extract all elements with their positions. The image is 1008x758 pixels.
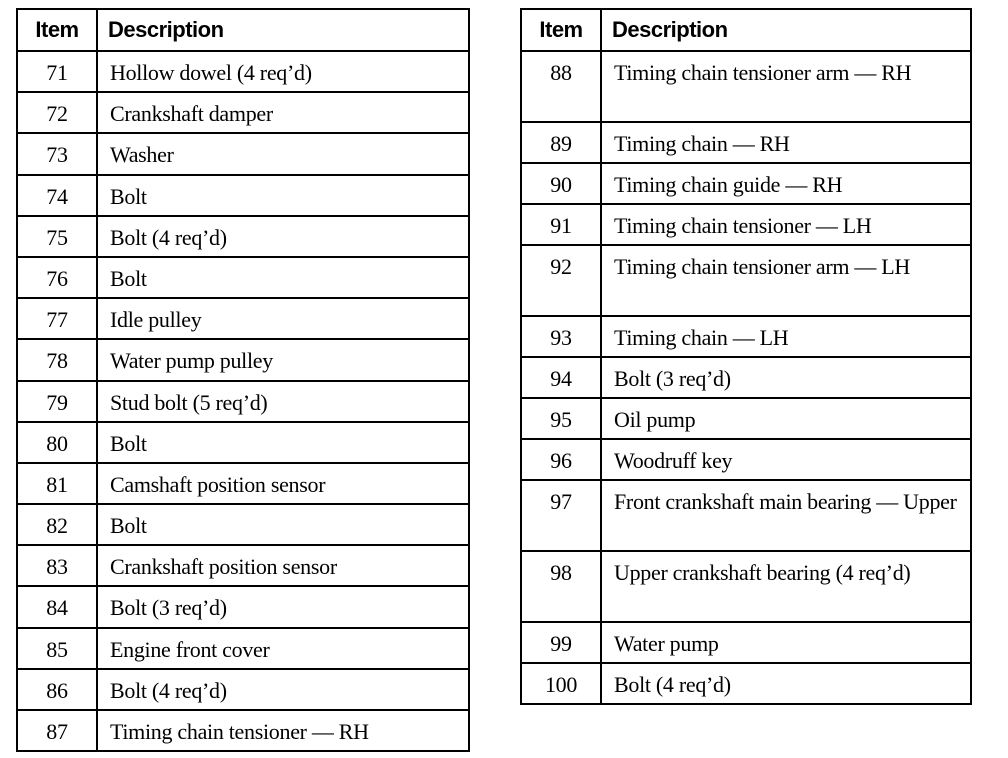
item-number: 99 (520, 621, 602, 664)
table-row: 80 Bolt (16, 420, 470, 464)
item-description: Timing chain — LH (600, 315, 972, 358)
item-number: 82 (16, 503, 98, 547)
item-number: 76 (16, 255, 98, 300)
item-description: Bolt (4 req’d) (96, 214, 470, 258)
item-number: 71 (16, 49, 98, 94)
table-row: 72 Crankshaft damper (16, 91, 470, 135)
table-row: 95 Oil pump (520, 397, 972, 440)
item-description: Bolt (96, 255, 470, 300)
item-description: Bolt (4 req’d) (600, 662, 972, 705)
table-row: 96 Woodruff key (520, 438, 972, 481)
header-item: Item (520, 8, 602, 52)
table-row: 85 Engine front cover (16, 626, 470, 670)
table-row: 97 Front crankshaft main bearing — Upper (520, 479, 972, 552)
item-number: 98 (520, 550, 602, 623)
item-number: 92 (520, 244, 602, 317)
item-number: 83 (16, 544, 98, 588)
item-number: 87 (16, 708, 98, 753)
item-number: 91 (520, 203, 602, 246)
item-number: 95 (520, 397, 602, 440)
table-row: 94 Bolt (3 req’d) (520, 356, 972, 399)
item-description: Washer (96, 132, 470, 176)
item-description: Stud bolt (5 req’d) (96, 379, 470, 423)
item-description: Water pump pulley (96, 338, 470, 382)
header-description: Description (600, 8, 972, 52)
item-description: Timing chain tensioner arm — RH (600, 50, 972, 123)
item-description: Bolt (3 req’d) (600, 356, 972, 399)
item-number: 86 (16, 667, 98, 712)
item-description: Bolt (3 req’d) (96, 585, 470, 629)
table-row: 87 Timing chain tensioner — RH (16, 708, 470, 753)
item-number: 94 (520, 356, 602, 399)
table-row: 100 Bolt (4 req’d) (520, 662, 972, 705)
item-number: 74 (16, 173, 98, 217)
header-item: Item (16, 8, 98, 52)
item-number: 84 (16, 585, 98, 629)
parts-table-left: Item Description 71 Hollow dowel (4 req’d… (16, 8, 470, 753)
item-number: 97 (520, 479, 602, 552)
item-description: Camshaft position sensor (96, 461, 470, 506)
item-description: Hollow dowel (4 req’d) (96, 49, 470, 94)
item-description: Bolt (96, 503, 470, 547)
item-number: 73 (16, 132, 98, 176)
item-number: 90 (520, 162, 602, 205)
table-row: 79 Stud bolt (5 req’d) (16, 379, 470, 423)
item-description: Front crankshaft main bearing — Upper (600, 479, 972, 552)
table-row: 91 Timing chain tensioner — LH (520, 203, 972, 246)
item-description: Timing chain tensioner — RH (96, 708, 470, 753)
table-row: 73 Washer (16, 132, 470, 176)
item-description: Timing chain guide — RH (600, 162, 972, 205)
item-number: 100 (520, 662, 602, 705)
table-row: 92 Timing chain tensioner arm — LH (520, 244, 972, 317)
table-row: 90 Timing chain guide — RH (520, 162, 972, 205)
item-description: Crankshaft position sensor (96, 544, 470, 588)
table-row: 86 Bolt (4 req’d) (16, 667, 470, 712)
item-number: 81 (16, 461, 98, 506)
item-description: Engine front cover (96, 626, 470, 670)
item-description: Woodruff key (600, 438, 972, 481)
item-number: 78 (16, 338, 98, 382)
table-row: 81 Camshaft position sensor (16, 461, 470, 506)
item-number: 89 (520, 121, 602, 164)
table-row: 78 Water pump pulley (16, 338, 470, 382)
table-row: 89 Timing chain — RH (520, 121, 972, 164)
item-description: Bolt (96, 420, 470, 464)
item-number: 80 (16, 420, 98, 464)
header-description: Description (96, 8, 470, 52)
item-description: Crankshaft damper (96, 91, 470, 135)
item-number: 93 (520, 315, 602, 358)
table-row: 93 Timing chain — LH (520, 315, 972, 358)
table-row: 71 Hollow dowel (4 req’d) (16, 49, 470, 94)
item-number: 77 (16, 297, 98, 341)
parts-table-right: Item Description 88 Timing chain tensione… (520, 8, 972, 705)
table-row: 99 Water pump (520, 621, 972, 664)
table-row: 75 Bolt (4 req’d) (16, 214, 470, 258)
item-number: 72 (16, 91, 98, 135)
item-description: Timing chain tensioner — LH (600, 203, 972, 246)
table-row: 74 Bolt (16, 173, 470, 217)
table-row: 82 Bolt (16, 503, 470, 547)
table-row: 83 Crankshaft position sensor (16, 544, 470, 588)
item-number: 75 (16, 214, 98, 258)
table-row: 88 Timing chain tensioner arm — RH (520, 50, 972, 123)
item-description: Idle pulley (96, 297, 470, 341)
item-number: 96 (520, 438, 602, 481)
item-description: Bolt (4 req’d) (96, 667, 470, 712)
table-row: 98 Upper crankshaft bearing (4 req’d) (520, 550, 972, 623)
item-description: Timing chain — RH (600, 121, 972, 164)
item-description: Oil pump (600, 397, 972, 440)
item-number: 85 (16, 626, 98, 670)
item-description: Water pump (600, 621, 972, 664)
table-row: 84 Bolt (3 req’d) (16, 585, 470, 629)
item-description: Timing chain tensioner arm — LH (600, 244, 972, 317)
table-row: 77 Idle pulley (16, 297, 470, 341)
table-row: 76 Bolt (16, 255, 470, 300)
item-number: 79 (16, 379, 98, 423)
item-description: Bolt (96, 173, 470, 217)
item-number: 88 (520, 50, 602, 123)
item-description: Upper crankshaft bearing (4 req’d) (600, 550, 972, 623)
